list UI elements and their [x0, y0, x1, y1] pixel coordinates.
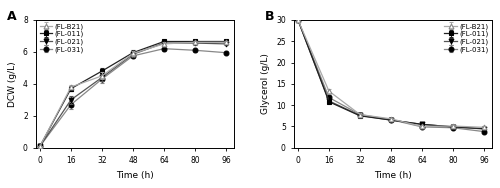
Y-axis label: DCW (g/L): DCW (g/L) — [8, 61, 18, 107]
Legend: (FL-B21), (FL-011), (FL-021), (FL-031): (FL-B21), (FL-011), (FL-021), (FL-031) — [443, 22, 490, 54]
X-axis label: Time (h): Time (h) — [116, 171, 154, 180]
X-axis label: Time (h): Time (h) — [374, 171, 412, 180]
Text: A: A — [6, 10, 16, 23]
Legend: (FL-B21), (FL-011), (FL-021), (FL-031): (FL-B21), (FL-011), (FL-021), (FL-031) — [38, 22, 85, 54]
Text: B: B — [264, 10, 274, 23]
Y-axis label: Glycerol (g/L): Glycerol (g/L) — [262, 53, 270, 114]
